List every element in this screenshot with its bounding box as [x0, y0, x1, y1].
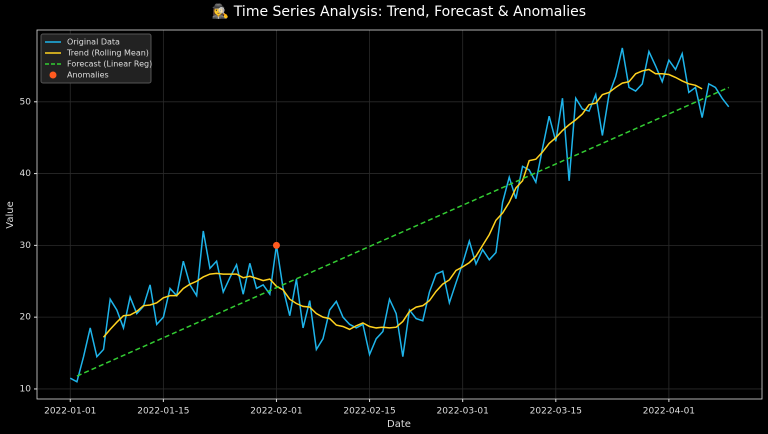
- series-line: [102, 68, 703, 338]
- legend-label: Original Data: [67, 38, 120, 47]
- y-tick-label: 30: [20, 241, 32, 251]
- legend-marker: [49, 71, 57, 79]
- x-tick-label: 2022-03-01: [437, 407, 489, 417]
- chart-title: 🕵‍♀ Time Series Analysis: Trend, Forecas…: [212, 3, 586, 20]
- y-tick-label: 50: [20, 97, 32, 107]
- x-tick-label: 2022-03-15: [530, 407, 582, 417]
- x-tick-label: 2022-02-15: [343, 407, 395, 417]
- x-tick-label: 2022-01-01: [44, 407, 96, 417]
- x-axis-label: Date: [387, 419, 411, 430]
- y-tick-label: 10: [20, 384, 32, 394]
- y-tick-label: 40: [20, 169, 32, 179]
- x-tick-label: 2022-04-01: [643, 407, 695, 417]
- anomaly-point: [272, 241, 280, 249]
- plot-frame: [36, 29, 763, 400]
- series-line: [69, 47, 730, 383]
- legend-label: Trend (Rolling Mean): [66, 49, 149, 58]
- x-tick-label: 2022-02-01: [250, 407, 302, 417]
- x-tick-label: 2022-01-15: [137, 407, 189, 417]
- y-axis-label: Value: [5, 201, 16, 228]
- series-line: [76, 86, 730, 377]
- legend-label: Forecast (Linear Reg): [67, 60, 152, 69]
- legend-box: [40, 33, 152, 84]
- legend-label: Anomalies: [67, 71, 109, 80]
- y-tick-label: 20: [20, 313, 32, 323]
